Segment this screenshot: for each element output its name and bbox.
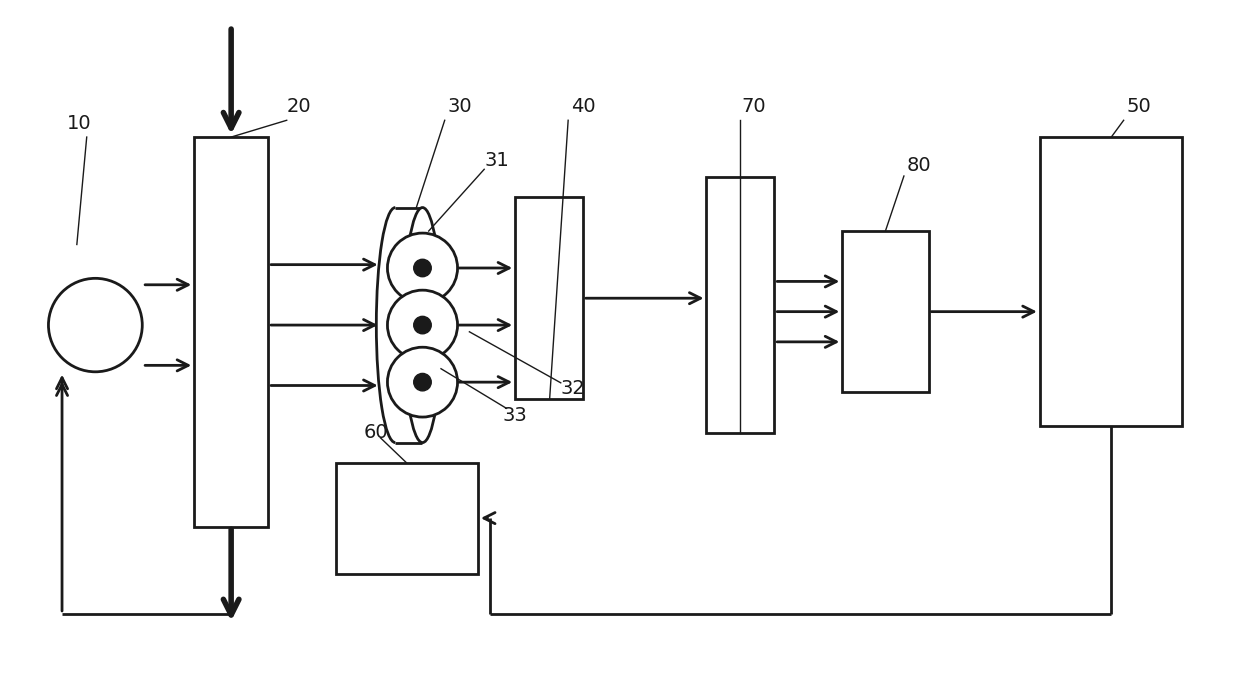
Text: 60: 60 <box>363 423 388 442</box>
Ellipse shape <box>414 316 432 334</box>
Ellipse shape <box>387 233 458 303</box>
Bar <box>1039 137 1182 426</box>
Bar <box>707 177 774 433</box>
Text: 10: 10 <box>67 114 92 133</box>
Text: 30: 30 <box>448 97 472 116</box>
Text: 50: 50 <box>1126 97 1151 116</box>
Text: 31: 31 <box>484 151 508 170</box>
Text: 80: 80 <box>906 156 931 175</box>
Bar <box>195 137 268 527</box>
Ellipse shape <box>403 208 441 443</box>
Bar <box>842 231 929 392</box>
Text: 40: 40 <box>570 97 595 116</box>
Ellipse shape <box>48 278 143 372</box>
Bar <box>515 198 583 399</box>
Text: 32: 32 <box>560 379 585 398</box>
Ellipse shape <box>414 259 432 277</box>
Ellipse shape <box>387 347 458 417</box>
Text: 20: 20 <box>286 97 311 116</box>
Bar <box>336 462 479 573</box>
Text: 33: 33 <box>502 406 527 425</box>
Ellipse shape <box>414 374 432 391</box>
Text: 70: 70 <box>742 97 765 116</box>
Ellipse shape <box>387 290 458 360</box>
